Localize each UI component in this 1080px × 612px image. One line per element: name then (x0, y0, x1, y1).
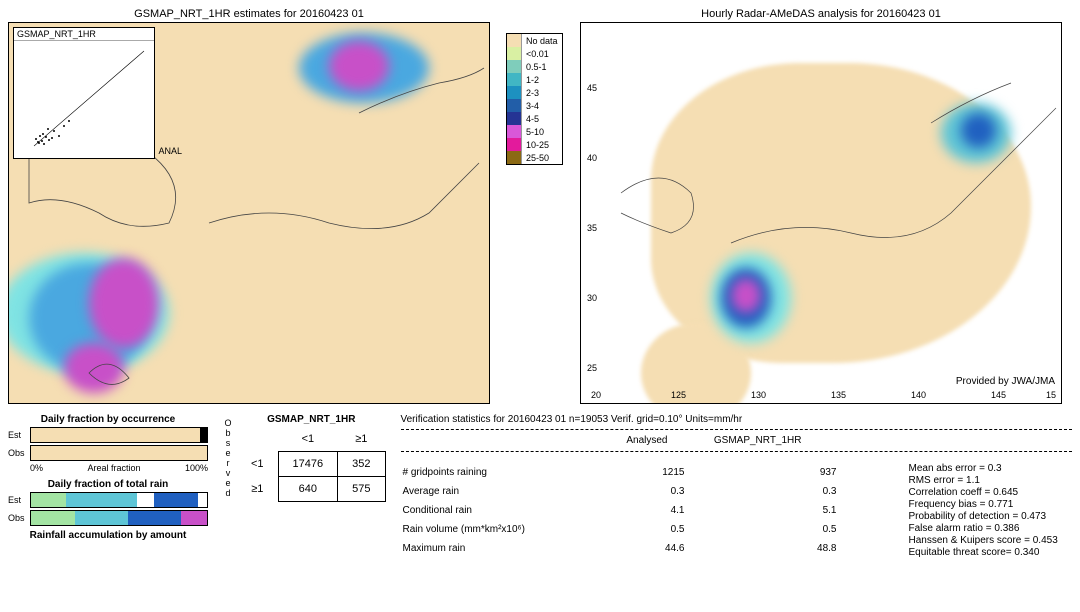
legend-item: <0.01 (507, 47, 562, 60)
stats-row: Average rain0.30.3 (403, 483, 857, 500)
inset-title: GSMAP_NRT_1HR (14, 28, 154, 41)
color-legend: No data<0.010.5-11-22-33-44-55-1010-2525… (506, 33, 563, 165)
stats-row: Maximum rain44.648.8 (403, 540, 857, 557)
inset-sublabel: ANAL (158, 146, 182, 156)
legend-item: 5-10 (507, 125, 562, 138)
legend-item: 1-2 (507, 73, 562, 86)
radar-title: Hourly Radar-AMeDAS analysis for 2016042… (580, 8, 1062, 20)
stats-row: # gridpoints raining1215937 (403, 464, 857, 481)
contingency-panel: GSMAP_NRT_1HR <1≥1 <117476352 ≥1640575 (237, 414, 386, 502)
legend-item: 0.5-1 (507, 60, 562, 73)
gsmap-title: GSMAP_NRT_1HR estimates for 20160423 01 (8, 8, 490, 20)
metric: RMS error = 1.1 (909, 475, 1058, 486)
stats-header-table: Analysed GSMAP_NRT_1HR (401, 432, 805, 449)
legend-item: 3-4 (507, 99, 562, 112)
radar-map: 45 40 35 30 25 20 125 130 135 140 145 15… (580, 22, 1062, 404)
metric: Probability of detection = 0.473 (909, 511, 1058, 522)
legend-item: 10-25 (507, 138, 562, 151)
occ-title: Daily fraction by occurrence (8, 414, 208, 425)
inset-scatter: GSMAP_NRT_1HR ANAL (13, 27, 155, 159)
metric: Hanssen & Kuipers score = 0.453 (909, 535, 1058, 546)
inset-svg (14, 41, 154, 156)
observed-label: Observed (223, 418, 233, 498)
provided-by: Provided by JWA/JMA (956, 376, 1055, 387)
contingency-table: <1≥1 <117476352 ≥1640575 (237, 427, 386, 502)
metric: Equitable threat score= 0.340 (909, 547, 1058, 558)
stats-table: # gridpoints raining1215937 Average rain0… (401, 462, 859, 559)
gsmap-panel: GSMAP_NRT_1HR estimates for 20160423 01 … (8, 8, 490, 404)
rain-obs-bar (30, 510, 208, 526)
contingency-title: GSMAP_NRT_1HR (237, 414, 386, 425)
stats-header: Verification statistics for 20160423 01 … (401, 414, 1073, 425)
legend-item: 2-3 (507, 86, 562, 99)
metrics-list: Mean abs error = 0.3RMS error = 1.1Corre… (909, 462, 1058, 559)
stats-row: Conditional rain4.15.1 (403, 502, 857, 519)
rain-est-bar (30, 492, 208, 508)
metric: Frequency bias = 0.771 (909, 499, 1058, 510)
occ-obs-bar (30, 445, 208, 461)
legend-item: 4-5 (507, 112, 562, 125)
legend-item: No data (507, 34, 562, 47)
stats-row: Rain volume (mm*km²x10⁶)0.50.5 (403, 521, 857, 538)
fraction-panel: Daily fraction by occurrence Est Obs 0% … (8, 414, 208, 541)
metric: False alarm ratio = 0.386 (909, 523, 1058, 534)
legend-item: 25-50 (507, 151, 562, 164)
stats-panel: Verification statistics for 20160423 01 … (401, 414, 1073, 559)
occ-est-bar (30, 427, 208, 443)
radar-panel: Hourly Radar-AMeDAS analysis for 2016042… (580, 8, 1062, 404)
radar-coast-svg (581, 23, 1061, 403)
metric: Mean abs error = 0.3 (909, 463, 1058, 474)
gsmap-map: GSMAP_NRT_1HR ANAL (8, 22, 490, 404)
metric: Correlation coeff = 0.645 (909, 487, 1058, 498)
accum-title: Rainfall accumulation by amount (8, 530, 208, 541)
rain-title: Daily fraction of total rain (8, 479, 208, 490)
